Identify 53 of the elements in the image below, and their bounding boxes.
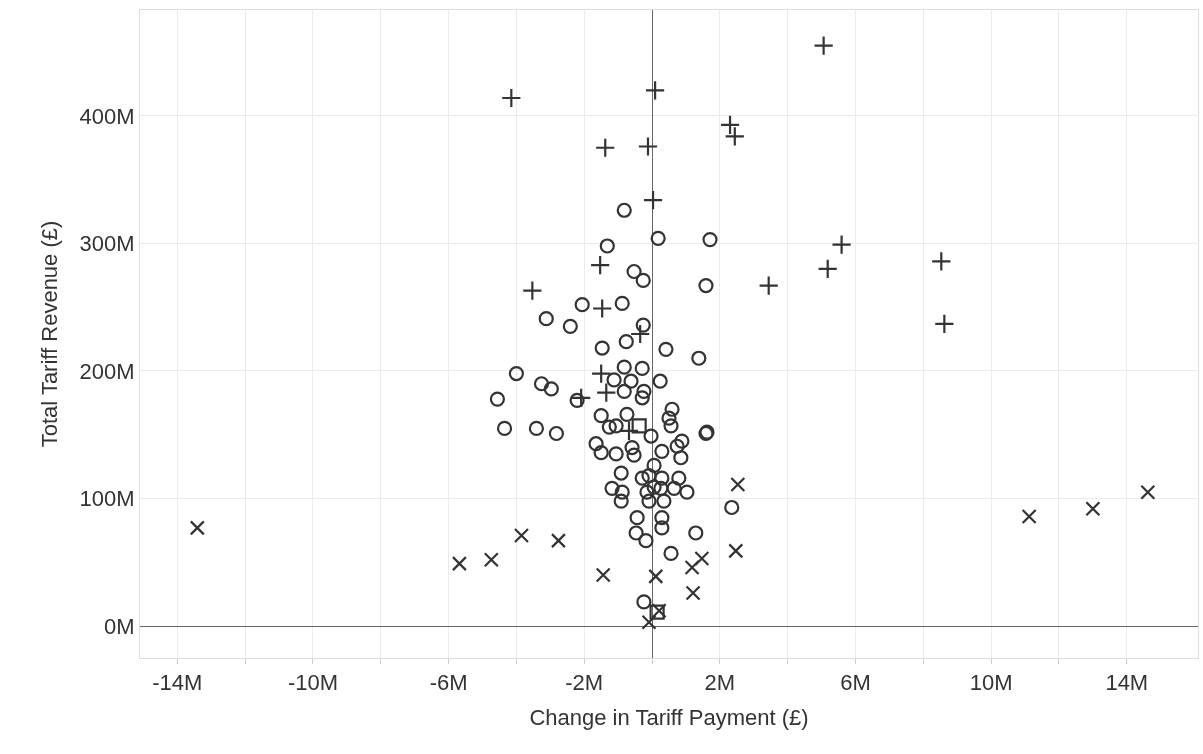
point (590, 363, 612, 384)
point (596, 382, 617, 403)
point (694, 550, 710, 567)
point (501, 87, 522, 109)
point (724, 126, 745, 147)
point (522, 280, 543, 301)
point (831, 234, 852, 255)
x-tick-label: -10M (287, 670, 338, 696)
point (934, 313, 955, 334)
point (644, 80, 666, 101)
point (758, 275, 779, 296)
point (189, 520, 205, 536)
point (637, 136, 659, 157)
y-tick-label: 100M (79, 486, 135, 512)
point (618, 420, 640, 442)
point (931, 251, 952, 272)
point (641, 614, 657, 630)
y-tick-label: 0M (104, 613, 135, 639)
x-tick-label: -6M (429, 670, 468, 696)
point (1140, 484, 1156, 500)
point (513, 527, 530, 544)
y-tick-label: 300M (79, 231, 135, 257)
point (728, 543, 744, 559)
point (592, 298, 613, 319)
point (595, 137, 616, 158)
point (570, 387, 592, 408)
point (631, 418, 647, 434)
point (730, 476, 746, 493)
point (684, 559, 700, 576)
point (629, 323, 651, 345)
point (719, 114, 741, 135)
x-tick-label: 14M (1105, 670, 1149, 696)
point (595, 567, 611, 583)
point (550, 533, 567, 549)
x-tick-label: 2M (704, 670, 736, 696)
y-tick-label: 200M (79, 358, 135, 384)
point (451, 556, 468, 572)
point (589, 254, 611, 276)
x-tick-label: 10M (969, 670, 1013, 696)
point (685, 585, 701, 601)
point (642, 189, 664, 211)
point (1085, 501, 1101, 517)
point (813, 35, 834, 56)
point (817, 258, 838, 280)
point (483, 552, 499, 568)
x-tick-label: 6M (840, 670, 871, 696)
point (648, 568, 664, 584)
x-tick-label: -2M (565, 670, 604, 696)
x-axis-title: Change in Tariff Payment (£) (529, 705, 809, 731)
x-tick-label: -14M (152, 670, 203, 696)
y-axis-title: Total Tariff Revenue (£) (37, 220, 63, 448)
point (1021, 508, 1037, 525)
y-tick-label: 400M (79, 103, 135, 129)
